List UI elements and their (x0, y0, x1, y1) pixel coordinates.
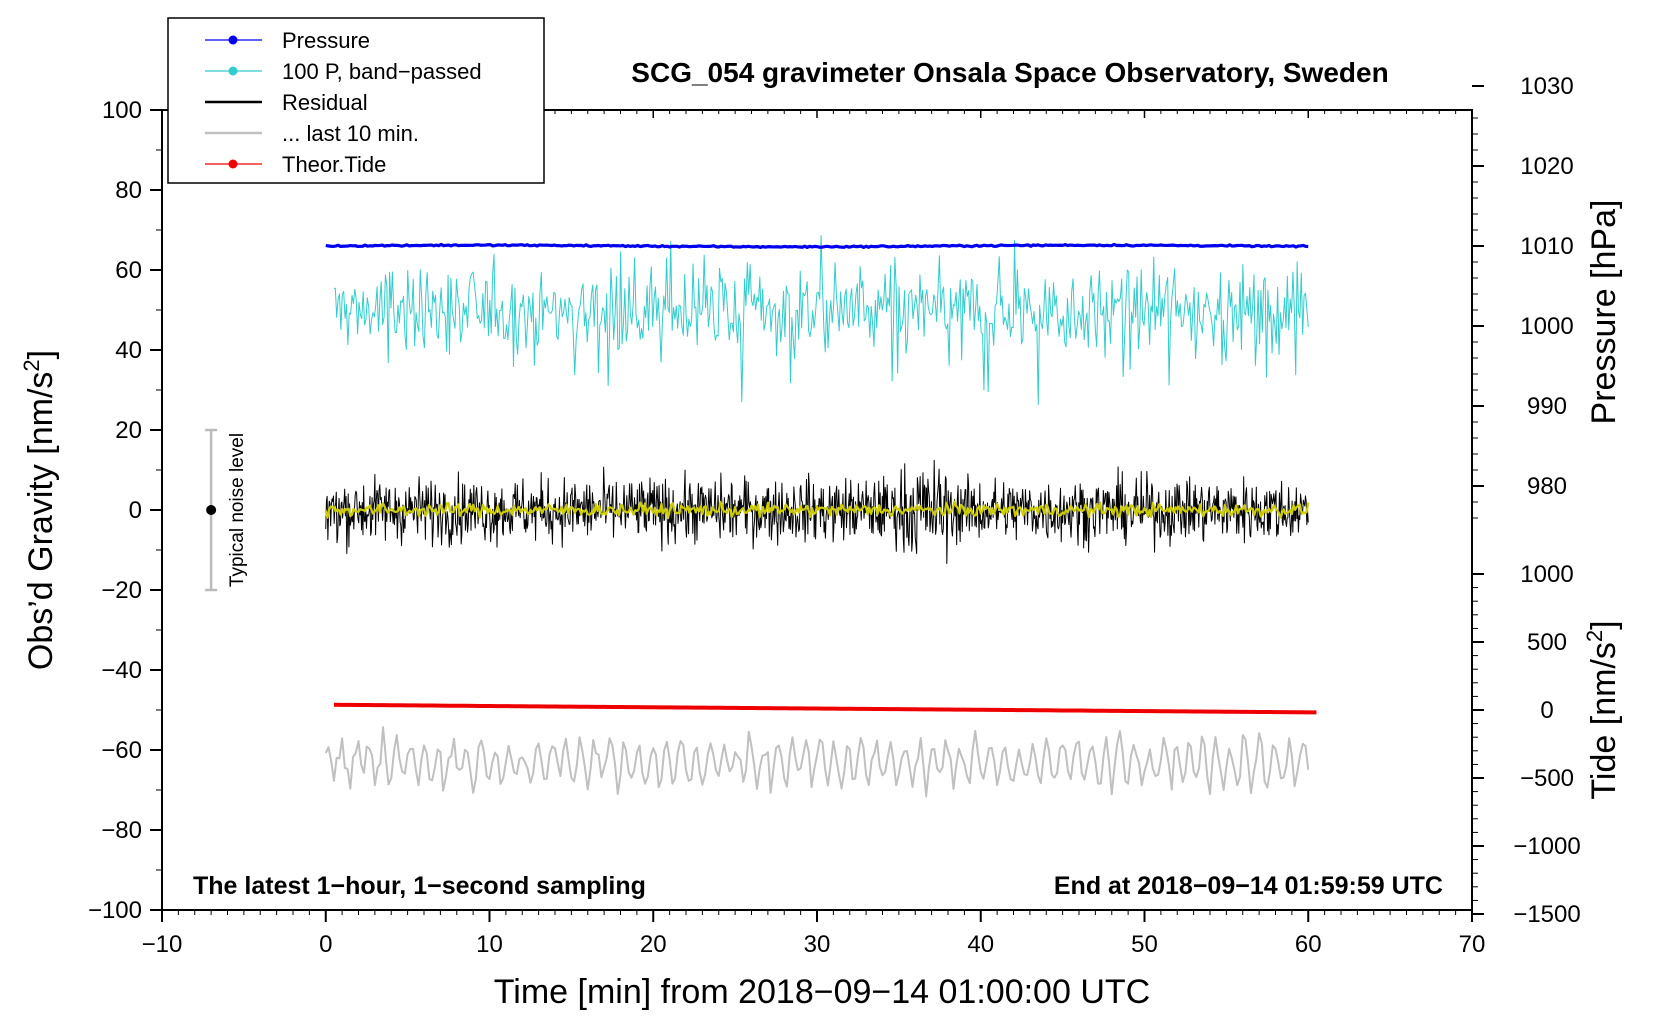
x-tick-label: 30 (804, 931, 831, 958)
legend-label: Pressure (282, 28, 370, 53)
pressure-tick-label: 1030 (1520, 73, 1573, 100)
y-tick-label: 0 (129, 497, 142, 524)
chart-title: SCG_054 gravimeter Onsala Space Observat… (631, 57, 1388, 88)
y-axis-left-label: Obs’d Gravity [nm/s2] (19, 350, 60, 670)
y-tick-label: −40 (101, 657, 142, 684)
legend-label: Residual (282, 90, 368, 115)
y-tick-label: 80 (115, 177, 142, 204)
legend-items: Pressure 100 P, band−passed Residual ... la… (205, 28, 482, 177)
x-tick-label: 10 (476, 931, 503, 958)
series-residual (325, 459, 1309, 564)
tide-tick-label: −1500 (1513, 901, 1580, 928)
x-tick-label: 40 (967, 931, 994, 958)
pressure-tick-label: 1010 (1520, 233, 1573, 260)
y-axis-tide-label: Tide [nm/s2] (1582, 620, 1623, 799)
y-tick-label: 40 (115, 337, 142, 364)
series-theoretical-tide (333, 702, 1317, 715)
y-axis-pressure: 1030 1020 1010 1000 990 980 (1472, 73, 1574, 519)
legend-marker (228, 66, 238, 76)
tide-tick-label: 500 (1527, 629, 1567, 656)
x-tick-label: 70 (1459, 931, 1486, 958)
y-tick-label: −100 (88, 897, 142, 924)
pressure-tick-label: 1000 (1520, 313, 1573, 340)
y-axis-tide: 1000 500 0 −500 −1000 −1500 (1472, 561, 1581, 928)
x-axis-label: Time [min] from 2018−09−14 01:00:00 UTC (494, 973, 1150, 1011)
y-tick-label: 20 (115, 417, 142, 444)
annotation-sampling: The latest 1−hour, 1−second sampling (193, 872, 646, 900)
annotation-end-time: End at 2018−09−14 01:59:59 UTC (1054, 872, 1443, 900)
legend-marker (228, 35, 238, 45)
tide-tick-label: 1000 (1520, 561, 1573, 588)
legend-label: 100 P, band−passed (282, 59, 482, 84)
y-tick-label: 60 (115, 257, 142, 284)
legend-marker (228, 159, 238, 169)
x-tick-label: 50 (1131, 931, 1158, 958)
x-tick-label: 20 (640, 931, 667, 958)
noise-indicator: Typical noise level (205, 428, 248, 592)
pressure-tick-label: 990 (1527, 393, 1567, 420)
legend-label: Theor.Tide (282, 152, 386, 177)
tide-tick-label: 0 (1540, 697, 1553, 724)
series-layer (324, 234, 1317, 798)
y-tick-label: −80 (101, 817, 142, 844)
legend-box (167, 17, 545, 184)
x-tick-label: −10 (142, 931, 183, 958)
y-tick-label: −60 (101, 737, 142, 764)
noise-center-dot (206, 505, 217, 515)
pressure-tick-label: 980 (1527, 473, 1567, 500)
tide-tick-label: −1000 (1513, 833, 1580, 860)
tide-tick-label: −500 (1520, 765, 1574, 792)
series-residual-smoothed (324, 500, 1310, 520)
y-tick-label: 100 (102, 97, 142, 124)
series-pressure (325, 242, 1309, 250)
series-band-passed-pressure (333, 234, 1309, 406)
pressure-tick-label: 1020 (1520, 153, 1573, 180)
x-axis: −10 0 10 20 30 40 50 60 70 (142, 110, 1486, 958)
series-last-10-min (324, 726, 1310, 798)
y-axis-pressure-label: Pressure [hPa] (1585, 200, 1623, 425)
x-tick-label: 0 (319, 931, 332, 958)
legend: Pressure 100 P, band−passed Residual ... la… (167, 17, 545, 184)
noise-label: Typical noise level (227, 433, 248, 587)
y-axis-left: 100 80 60 40 20 0 −20 −40 −60 −80 −100 (88, 97, 162, 924)
x-tick-label: 60 (1295, 931, 1322, 958)
y-tick-label: −20 (101, 577, 142, 604)
legend-label: ... last 10 min. (282, 121, 419, 146)
